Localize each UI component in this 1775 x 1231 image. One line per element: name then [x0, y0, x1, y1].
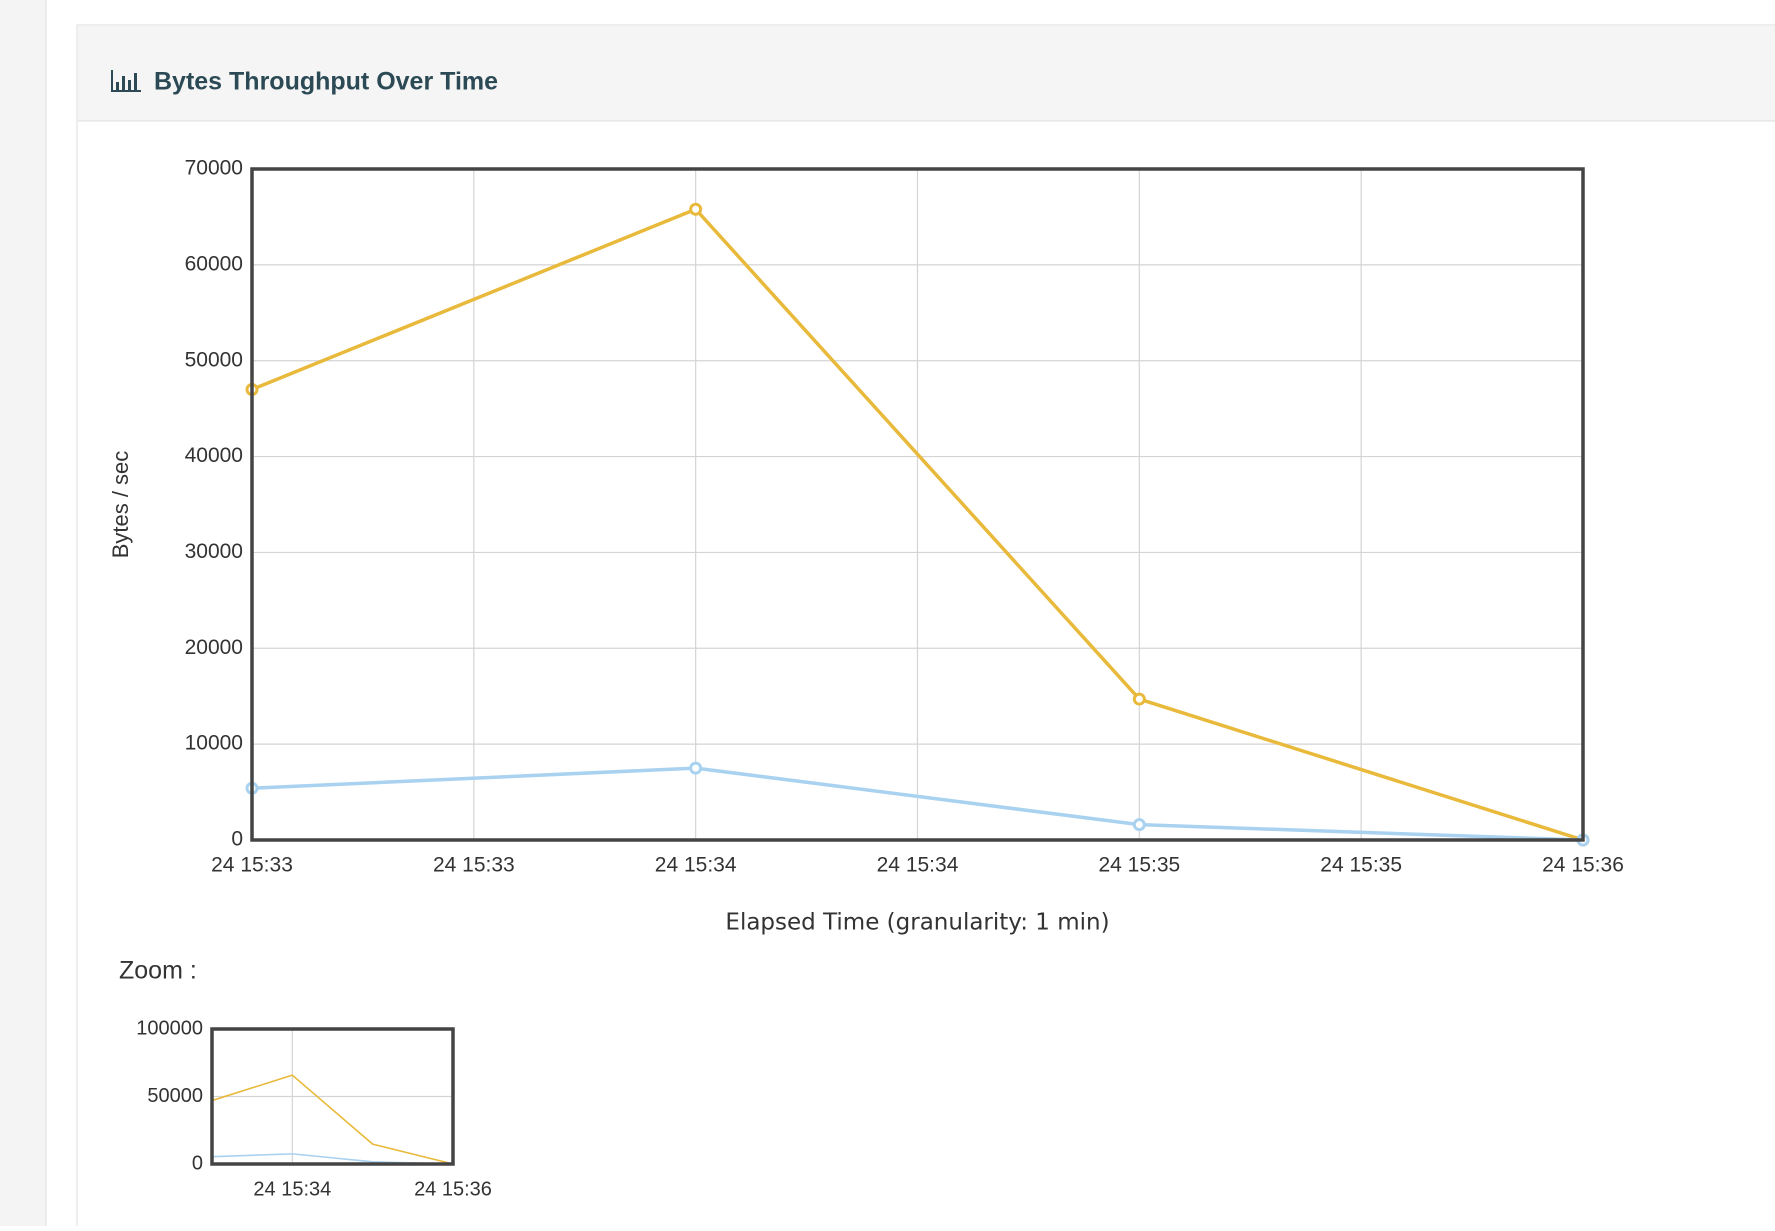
y-tick-label: 0: [231, 828, 243, 851]
x-tick-label: 24 15:33: [211, 854, 293, 877]
x-tick-label: 24 15:33: [433, 854, 515, 877]
zoom-title: Zoom :: [119, 957, 197, 985]
y-tick-label: 50000: [147, 1085, 203, 1107]
plot-frame: [210, 1027, 455, 1166]
chart-icon: [111, 70, 141, 92]
series-line: [211, 1074, 454, 1165]
panel-header: [78, 26, 1775, 121]
y-tick-label: 30000: [185, 540, 243, 563]
y-tick-label: 60000: [185, 252, 243, 275]
x-tick-label: 24 15:35: [1320, 854, 1402, 877]
data-point: [1132, 692, 1146, 706]
y-tick-label: 20000: [185, 636, 243, 659]
panel-title: Bytes Throughput Over Time: [154, 68, 498, 96]
series-line: [251, 207, 1584, 842]
x-tick-label: 24 15:36: [1542, 854, 1624, 877]
plot-frame: [250, 167, 1585, 842]
x-tick-label: 24 15:36: [414, 1178, 492, 1200]
data-point: [689, 761, 703, 775]
data-point: [689, 202, 703, 216]
y-tick-label: 10000: [185, 732, 243, 755]
x-tick-label: 24 15:34: [877, 854, 959, 877]
y-axis-label: Bytes / sec: [108, 451, 133, 559]
y-tick-label: 50000: [185, 348, 243, 371]
y-tick-label: 0: [192, 1152, 203, 1174]
data-point: [1132, 818, 1146, 832]
x-tick-label: 24 15:34: [253, 1178, 331, 1200]
y-tick-label: 40000: [185, 444, 243, 467]
y-tick-label: 100000: [136, 1017, 203, 1039]
sidebar: [0, 0, 46, 1226]
panel: [76, 24, 1775, 1231]
series-line: [251, 766, 1584, 842]
x-tick-label: 24 15:34: [655, 854, 737, 877]
x-axis-label: Elapsed Time (granularity: 1 min): [725, 910, 1109, 936]
x-tick-label: 24 15:35: [1098, 854, 1180, 877]
y-tick-label: 70000: [185, 157, 243, 180]
